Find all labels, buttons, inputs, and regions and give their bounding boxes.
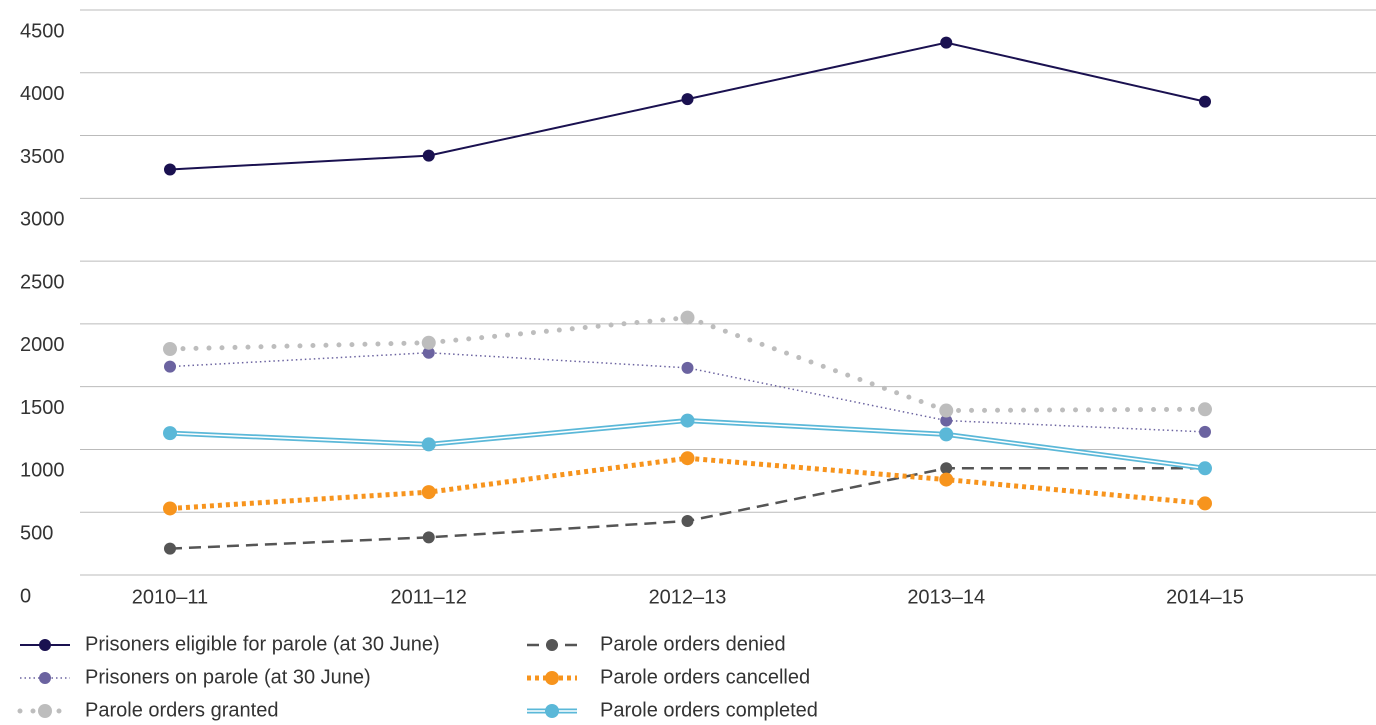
data-point	[421, 485, 436, 500]
data-point	[163, 501, 177, 516]
y-tick-label: 2000	[20, 334, 65, 356]
data-point	[681, 515, 694, 528]
data-point	[939, 472, 954, 487]
legend-marker	[38, 704, 52, 718]
series-line	[169, 467, 1205, 550]
data-point	[164, 163, 176, 176]
data-point	[940, 36, 953, 49]
data-point	[680, 413, 695, 428]
legend-label: Parole orders cancelled	[600, 666, 810, 688]
legend-marker	[39, 639, 51, 651]
data-point	[680, 451, 695, 466]
data-point	[1198, 402, 1212, 417]
data-point	[164, 360, 176, 373]
data-point	[681, 93, 694, 106]
data-point	[422, 346, 435, 359]
y-tick-label: 4500	[20, 20, 65, 42]
y-tick-label: 500	[20, 523, 53, 545]
y-tick-label: 4000	[20, 83, 65, 105]
x-tick-label: 2014–15	[1166, 586, 1244, 608]
legend-label: Parole orders granted	[85, 699, 278, 721]
y-tick-label: 3000	[20, 209, 65, 231]
legend-marker	[545, 704, 559, 718]
x-tick-label: 2012–13	[649, 586, 727, 608]
data-point	[940, 414, 953, 427]
y-tick-label: 0	[20, 585, 31, 607]
data-point	[421, 437, 436, 452]
data-point	[163, 342, 177, 356]
x-tick-label: 2010–11	[132, 586, 208, 608]
data-point	[422, 531, 435, 544]
legend-label: Prisoners eligible for parole (at 30 Jun…	[85, 633, 440, 655]
legend-label: Prisoners on parole (at 30 June)	[85, 666, 371, 688]
series-line	[169, 455, 1206, 511]
data-point	[939, 427, 954, 442]
series-line	[169, 41, 1206, 171]
legend-marker	[39, 672, 51, 684]
legend-label: Parole orders denied	[600, 633, 786, 655]
data-point	[163, 426, 177, 441]
legend-marker	[546, 639, 558, 651]
legend-marker	[545, 671, 559, 685]
y-tick-label: 1500	[20, 397, 65, 419]
legend-label: Parole orders completed	[600, 699, 818, 721]
data-point	[940, 462, 953, 475]
x-tick-label: 2013–14	[907, 586, 985, 608]
y-tick-label: 3500	[20, 146, 65, 168]
y-tick-label: 2500	[20, 271, 65, 293]
y-tick-label: 1000	[20, 460, 65, 482]
data-point	[1198, 461, 1212, 476]
data-point	[680, 310, 695, 325]
data-point	[164, 542, 176, 555]
data-point	[421, 335, 436, 350]
data-point	[1198, 496, 1212, 511]
x-tick-label: 2011–12	[391, 586, 467, 608]
data-point	[1199, 425, 1211, 438]
data-point	[422, 149, 435, 162]
data-point	[1199, 95, 1211, 108]
data-point	[681, 361, 694, 374]
data-point	[939, 403, 954, 418]
